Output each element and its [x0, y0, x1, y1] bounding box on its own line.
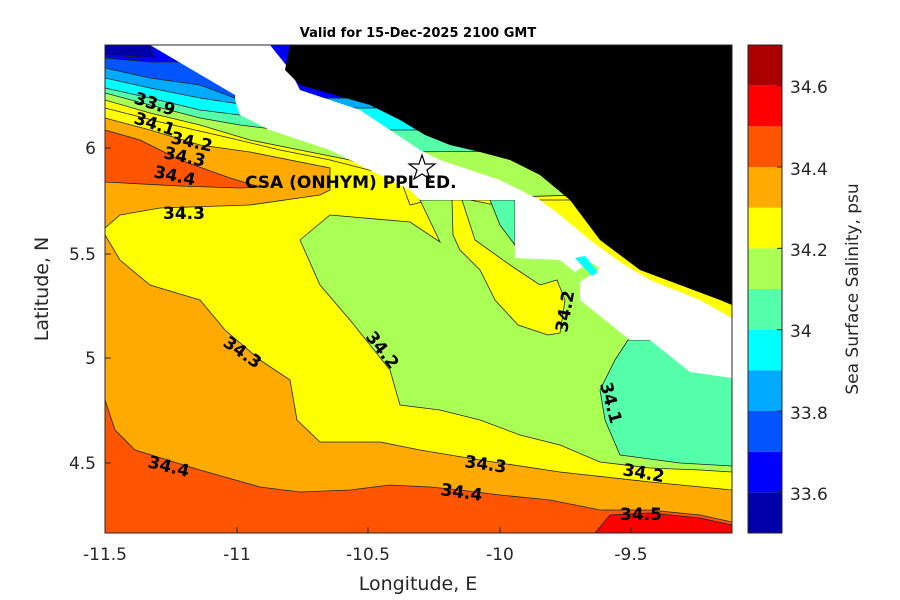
y-tick-label: 4.5	[69, 454, 96, 474]
colorbar-band	[748, 451, 782, 493]
x-axis: -11.5 -11 -10.5 -10 -9.5 Longitude, E	[83, 527, 648, 595]
y-tick-label: 5	[85, 349, 96, 369]
region-34.4-34.5-top	[105, 129, 261, 189]
y-tick-label: 5.5	[69, 245, 96, 265]
colorbar-frame	[747, 44, 783, 534]
colorbar-tick-label: 34	[790, 322, 812, 342]
colorbar-band	[748, 126, 782, 167]
y-axis: 4.5 5 5.5 6 Latitude, N	[31, 139, 111, 474]
colorbar-tick-label: 34.2	[790, 241, 828, 261]
colorbar-tick-label: 34.6	[790, 78, 828, 98]
colorbar-band	[748, 289, 782, 330]
region-34.5-34.6	[594, 512, 732, 533]
colorbar-tick-label: 33.8	[790, 404, 828, 424]
station-annotation: CSA (ONHYM) PPL ED.	[245, 173, 457, 193]
x-tick-label: -10.5	[346, 545, 390, 565]
x-tick-label: -10	[486, 545, 514, 565]
plot-area: 33.9 34.1 34.2 34.3 34.4 34.3 34.3 34.2 …	[105, 45, 732, 533]
contour-label: 34.3	[163, 204, 205, 224]
x-tick-label: -11.5	[83, 545, 127, 565]
region-34.3-34.4-top	[105, 117, 331, 229]
region-34.2-34.3-finger	[451, 199, 566, 336]
x-axis-label: Longitude, E	[359, 573, 478, 595]
colorbar-label: Sea Surface Salinity, psu	[843, 183, 863, 394]
colorbar-band	[748, 167, 782, 208]
land-mass	[285, 45, 732, 305]
region-34.4-34.5-south	[105, 399, 732, 533]
plot-frame	[104, 44, 733, 534]
chart-title: Valid for 15-Dec-2025 2100 GMT	[300, 26, 537, 41]
colorbar-tick-label: 33.6	[790, 485, 828, 505]
colorbar-tick-label: 34.4	[790, 160, 828, 180]
contour-label: 34.5	[620, 505, 662, 525]
cyan-sliver	[575, 256, 598, 276]
x-tick-label: -11	[223, 545, 251, 565]
coastal-mask	[150, 45, 732, 378]
star-marker-icon	[407, 153, 437, 181]
colorbar-band	[748, 207, 782, 249]
colorbar-band	[748, 370, 782, 411]
x-tick-label: -9.5	[614, 545, 647, 565]
y-axis-label: Latitude, N	[31, 237, 53, 342]
colorbar-band	[748, 85, 782, 127]
colorbar-band	[748, 45, 782, 86]
region-33.5-33.6	[105, 45, 156, 59]
colorbar	[747, 44, 783, 534]
y-tick-label: 6	[85, 139, 96, 159]
colorbar-band	[748, 411, 782, 452]
colorbar-band	[748, 329, 782, 371]
colorbar-band	[748, 492, 782, 533]
colorbar-ticks: 33.6 33.8 34 34.2 34.4 34.6	[790, 78, 828, 505]
colorbar-band	[748, 248, 782, 289]
